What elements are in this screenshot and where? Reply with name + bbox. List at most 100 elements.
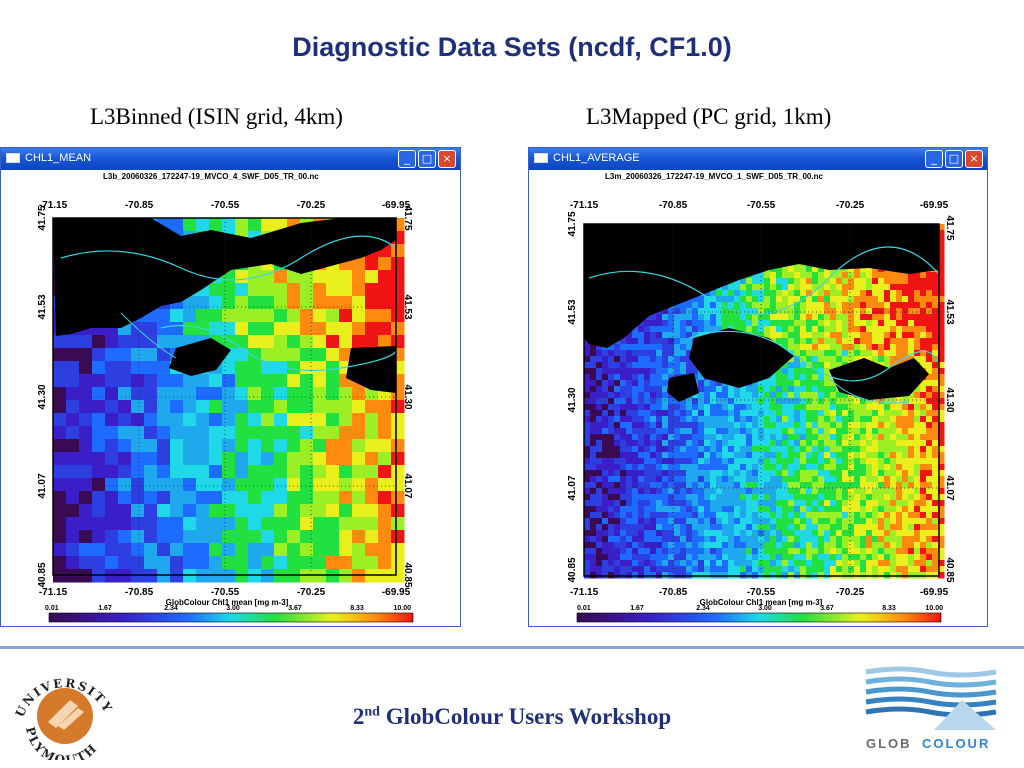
map-pixel <box>746 326 753 333</box>
close-button[interactable]: × <box>965 150 983 168</box>
map-pixel <box>812 446 819 453</box>
map-pixel <box>920 356 927 363</box>
minimize-button[interactable]: _ <box>925 150 943 168</box>
map-pixel <box>842 566 849 573</box>
map-pixel <box>105 335 119 349</box>
map-pixel <box>584 344 591 351</box>
right-x-tick-top-4: -70.25 <box>836 200 865 211</box>
map-pixel <box>908 554 915 561</box>
map-pixel <box>746 560 753 567</box>
map-pixel <box>830 458 837 465</box>
map-pixel <box>131 504 145 518</box>
map-pixel <box>662 428 669 435</box>
maximize-button[interactable]: □ <box>945 150 963 168</box>
map-pixel <box>680 536 687 543</box>
map-pixel <box>848 518 855 525</box>
map-pixel <box>650 362 657 369</box>
map-pixel <box>313 426 327 440</box>
map-pixel <box>650 434 657 441</box>
map-pixel <box>866 512 873 519</box>
map-pixel <box>884 512 891 519</box>
map-pixel <box>860 458 867 465</box>
map-pixel <box>848 440 855 447</box>
map-pixel <box>287 452 301 466</box>
left-window-titlebar[interactable]: CHL1_MEAN _ □ × <box>1 148 460 170</box>
map-pixel <box>830 536 837 543</box>
map-pixel <box>235 517 249 531</box>
map-pixel <box>758 482 765 489</box>
map-pixel <box>287 439 301 453</box>
map-pixel <box>764 464 771 471</box>
map-pixel <box>938 560 945 567</box>
map-pixel <box>602 494 609 501</box>
map-pixel <box>261 283 275 297</box>
map-pixel <box>668 326 675 333</box>
map-pixel <box>248 439 262 453</box>
left-colorbar-label: GlobColour Chl1 mean [mg m-3] <box>166 598 289 607</box>
map-pixel <box>339 504 353 518</box>
map-pixel <box>866 326 873 333</box>
map-pixel <box>926 344 933 351</box>
map-pixel <box>602 554 609 561</box>
map-pixel <box>650 512 657 519</box>
map-pixel <box>716 326 723 333</box>
map-pixel <box>602 392 609 399</box>
maximize-button[interactable]: □ <box>418 150 436 168</box>
map-pixel <box>698 314 705 321</box>
map-pixel <box>830 542 837 549</box>
map-pixel <box>287 374 301 388</box>
left-file-name: L3b_20060326_172247-19_MVCO_4_SWF_D05_TR… <box>103 172 319 181</box>
right-window-titlebar[interactable]: CHL1_AVERAGE _ □ × <box>529 148 987 170</box>
map-pixel <box>932 500 939 507</box>
map-pixel <box>728 506 735 513</box>
map-pixel <box>920 482 927 489</box>
map-pixel <box>656 452 663 459</box>
map-pixel <box>734 470 741 477</box>
map-pixel <box>608 536 615 543</box>
map-pixel <box>710 488 717 495</box>
map-pixel <box>722 476 729 483</box>
map-pixel <box>300 491 314 505</box>
map-pixel <box>287 556 301 570</box>
map-pixel <box>758 308 765 315</box>
map-pixel <box>782 434 789 441</box>
map-pixel <box>352 543 366 557</box>
map-pixel <box>608 428 615 435</box>
map-pixel <box>300 400 314 414</box>
map-pixel <box>884 476 891 483</box>
map-pixel <box>692 410 699 417</box>
map-pixel <box>680 548 687 555</box>
right-window-title: CHL1_AVERAGE <box>553 152 640 164</box>
map-pixel <box>614 452 621 459</box>
minimize-button[interactable]: _ <box>398 150 416 168</box>
map-pixel <box>596 404 603 411</box>
map-pixel <box>896 482 903 489</box>
map-pixel <box>668 308 675 315</box>
map-pixel <box>896 326 903 333</box>
map-pixel <box>908 326 915 333</box>
map-pixel <box>209 478 223 492</box>
right-land-island-a <box>689 328 794 388</box>
left-plot-window[interactable]: CHL1_MEAN _ □ × L3b_20060326_172247-19_M… <box>0 147 461 627</box>
map-pixel <box>608 440 615 447</box>
map-pixel <box>248 270 262 284</box>
map-pixel <box>602 536 609 543</box>
map-pixel <box>378 543 392 557</box>
map-pixel <box>866 428 873 435</box>
map-pixel <box>794 488 801 495</box>
map-pixel <box>313 491 327 505</box>
map-pixel <box>614 398 621 405</box>
map-pixel <box>626 344 633 351</box>
map-pixel <box>662 548 669 555</box>
map-pixel <box>650 314 657 321</box>
map-pixel <box>758 500 765 507</box>
map-pixel <box>391 556 405 570</box>
map-pixel <box>710 458 717 465</box>
close-button[interactable]: × <box>438 150 456 168</box>
map-pixel <box>632 554 639 561</box>
right-plot-window[interactable]: CHL1_AVERAGE _ □ × L3m_20060326_172247-1… <box>528 147 988 627</box>
map-pixel <box>170 374 184 388</box>
map-pixel <box>222 530 236 544</box>
map-pixel <box>758 278 765 285</box>
map-pixel <box>644 554 651 561</box>
